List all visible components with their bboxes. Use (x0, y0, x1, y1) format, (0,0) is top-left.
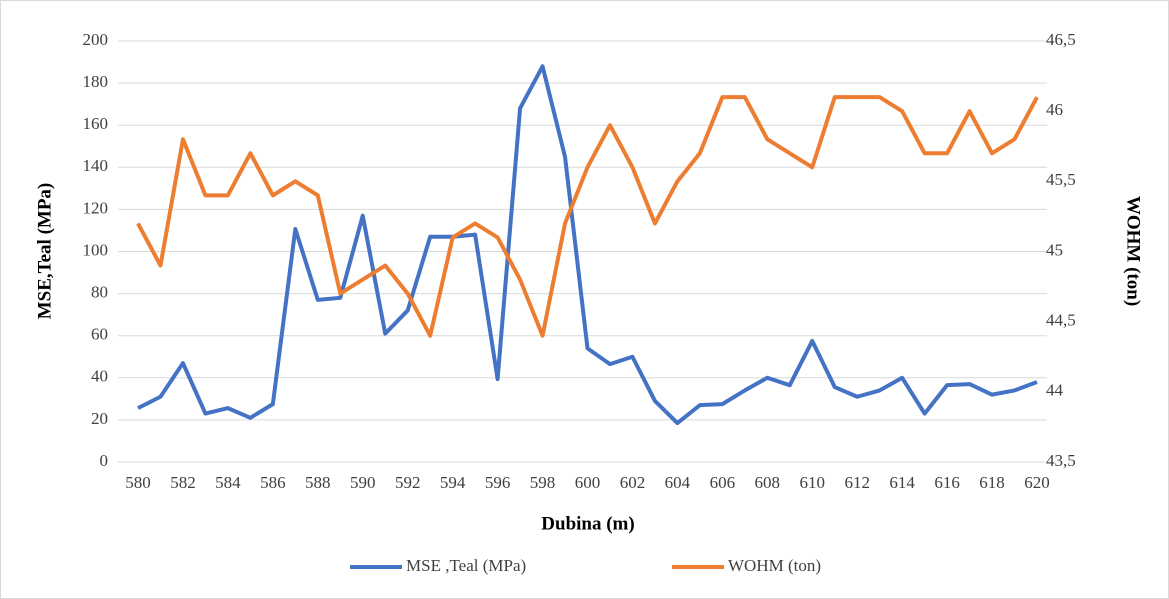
y-tick-label: 140 (83, 156, 109, 175)
y2-tick-label: 43,5 (1046, 451, 1076, 470)
y-tick-label: 20 (91, 409, 108, 428)
legend-label: WOHM (ton) (728, 556, 821, 575)
x-tick-label: 580 (125, 473, 151, 492)
y2-tick-label: 45 (1046, 240, 1063, 259)
x-tick-label: 594 (440, 473, 466, 492)
y2-tick-label: 44 (1046, 381, 1064, 400)
y2-tick-label: 46 (1046, 100, 1063, 119)
series-line (137, 64, 1038, 426)
x-tick-label: 584 (215, 473, 241, 492)
x-tick-label: 610 (800, 473, 826, 492)
x-tick-label: 598 (530, 473, 556, 492)
y-tick-label: 180 (83, 72, 109, 91)
x-tick-label: 590 (350, 473, 376, 492)
legend-label: MSE ,Teal (MPa) (406, 556, 526, 575)
y-tick-label: 100 (83, 240, 109, 259)
x-tick-label: 592 (395, 473, 421, 492)
y-tick-label: 40 (91, 367, 108, 386)
y-tick-label: 120 (83, 198, 109, 217)
x-tick-label: 608 (755, 473, 781, 492)
x-tick-label: 602 (620, 473, 646, 492)
x-tick-label: 616 (934, 473, 960, 492)
y-axis-title: MSE,Teal (MPa) (34, 183, 55, 320)
y-tick-label: 160 (83, 114, 109, 133)
y2-axis-title: WOHM (ton) (1123, 196, 1144, 306)
x-tick-label: 586 (260, 473, 286, 492)
x-tick-label: 612 (844, 473, 870, 492)
x-tick-label: 600 (575, 473, 601, 492)
y-tick-label: 60 (91, 325, 108, 344)
x-tick-label: 596 (485, 473, 511, 492)
x-tick-label: 588 (305, 473, 331, 492)
x-tick-label: 614 (889, 473, 915, 492)
y2-tick-label: 46,5 (1046, 30, 1076, 49)
x-tick-label: 618 (979, 473, 1005, 492)
y2-tick-label: 44,5 (1046, 311, 1076, 330)
x-tick-label: 582 (170, 473, 196, 492)
series-line (136, 95, 1039, 338)
x-axis-title: Dubina (m) (541, 513, 634, 534)
x-tick-label: 604 (665, 473, 691, 492)
x-tick-label: 620 (1024, 473, 1050, 492)
y-tick-label: 200 (83, 30, 109, 49)
y-tick-label: 0 (100, 451, 109, 470)
y2-tick-label: 45,5 (1046, 170, 1076, 189)
y-tick-label: 80 (91, 283, 108, 302)
x-tick-label: 606 (710, 473, 736, 492)
